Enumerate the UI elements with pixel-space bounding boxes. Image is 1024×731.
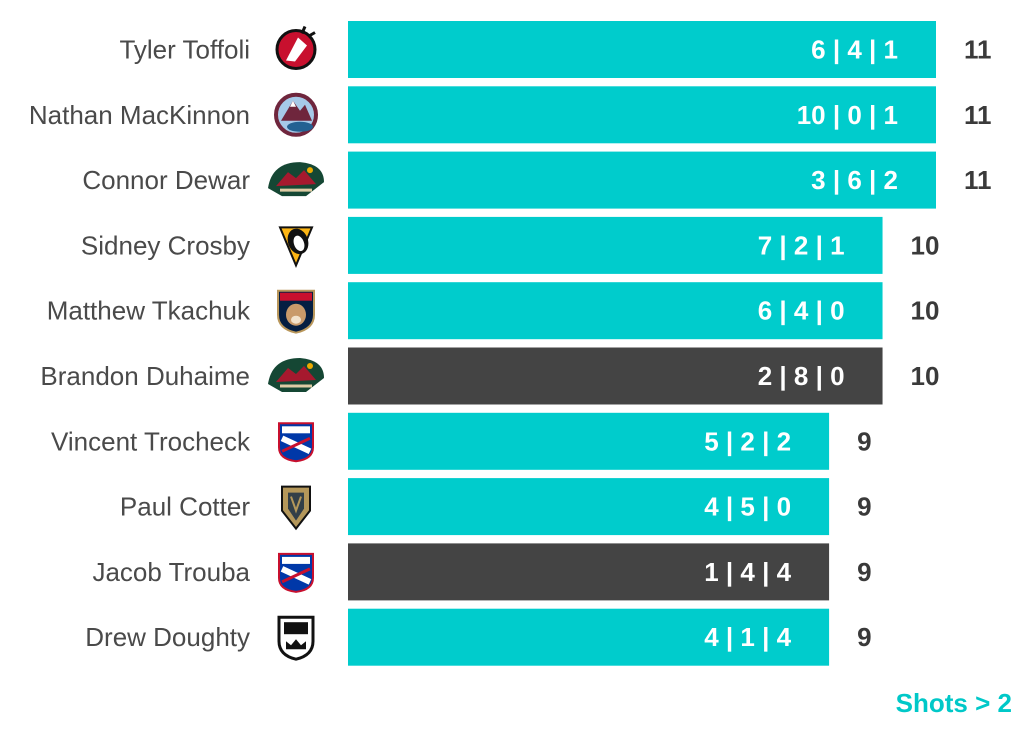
bar bbox=[348, 282, 883, 340]
player-name-label: Matthew Tkachuk bbox=[47, 296, 251, 326]
wild-logo-icon bbox=[268, 358, 324, 392]
player-name-label: Drew Doughty bbox=[85, 622, 250, 652]
bar bbox=[348, 86, 936, 144]
bar bbox=[348, 151, 936, 209]
breakdown-label: 4 | 5 | 0 bbox=[704, 492, 791, 522]
player-name-label: Connor Dewar bbox=[82, 165, 250, 195]
total-label: 11 bbox=[964, 165, 992, 195]
bar-row: Paul Cotter 4 | 5 | 0 9 bbox=[120, 478, 872, 536]
rangers-logo-icon bbox=[278, 422, 314, 463]
footnote: Shots > 2 bbox=[895, 688, 1012, 718]
bar bbox=[348, 216, 883, 274]
bar bbox=[348, 608, 830, 666]
player-name-label: Tyler Toffoli bbox=[119, 35, 250, 65]
kings-logo-icon bbox=[277, 615, 315, 661]
wild-logo-icon bbox=[268, 162, 324, 197]
bar bbox=[348, 412, 830, 470]
breakdown-label: 5 | 2 | 2 bbox=[704, 426, 791, 456]
player-name-label: Nathan MacKinnon bbox=[29, 100, 250, 130]
bar bbox=[348, 347, 883, 405]
player-name-label: Paul Cotter bbox=[120, 492, 250, 522]
player-name-label: Jacob Trouba bbox=[92, 557, 250, 587]
golden-knights-logo-icon bbox=[281, 485, 311, 531]
bar-row: Jacob Trouba 1 | 4 | 4 9 bbox=[92, 543, 872, 601]
bar-row: Matthew Tkachuk 6 | 4 | 0 10 bbox=[47, 282, 940, 340]
breakdown-label: 6 | 4 | 1 bbox=[811, 35, 898, 65]
total-label: 11 bbox=[964, 35, 992, 65]
player-name-label: Sidney Crosby bbox=[81, 230, 250, 260]
breakdown-label: 4 | 1 | 4 bbox=[704, 622, 791, 652]
total-label: 9 bbox=[857, 557, 871, 587]
bar-row: Connor Dewar 3 | 6 | 2 11 bbox=[82, 151, 992, 209]
total-label: 10 bbox=[911, 230, 940, 260]
devils-logo-icon bbox=[275, 25, 317, 70]
total-label: 10 bbox=[911, 361, 940, 391]
penguins-logo-icon bbox=[278, 226, 314, 268]
breakdown-label: 1 | 4 | 4 bbox=[704, 557, 791, 587]
breakdown-label: 10 | 0 | 1 bbox=[797, 100, 898, 130]
breakdown-label: 6 | 4 | 0 bbox=[758, 296, 845, 326]
player-name-label: Vincent Trocheck bbox=[51, 426, 251, 456]
total-label: 9 bbox=[857, 426, 871, 456]
bar-row: Drew Doughty 4 | 1 | 4 9 bbox=[85, 608, 872, 666]
bar bbox=[348, 478, 830, 536]
rangers-logo-icon bbox=[278, 552, 314, 593]
avalanche-logo-icon bbox=[274, 92, 318, 137]
breakdown-label: 7 | 2 | 1 bbox=[758, 230, 845, 260]
panthers-logo-icon bbox=[277, 289, 315, 334]
bar-row: Brandon Duhaime 2 | 8 | 0 10 bbox=[40, 347, 940, 405]
total-label: 9 bbox=[857, 492, 871, 522]
bar-row: Sidney Crosby 7 | 2 | 1 10 bbox=[81, 216, 940, 274]
total-label: 11 bbox=[964, 100, 992, 130]
breakdown-label: 3 | 6 | 2 bbox=[811, 165, 898, 195]
player-name-label: Brandon Duhaime bbox=[40, 361, 250, 391]
bar bbox=[348, 21, 936, 78]
bar bbox=[348, 543, 830, 601]
breakdown-label: 2 | 8 | 0 bbox=[758, 361, 845, 391]
bar-row: Tyler Toffoli 6 | 4 | 1 11 bbox=[119, 21, 992, 78]
total-label: 9 bbox=[857, 622, 871, 652]
bar-row: Vincent Trocheck 5 | 2 | 2 9 bbox=[51, 412, 872, 470]
bar-row: Nathan MacKinnon 10 | 0 | 1 11 bbox=[29, 86, 992, 144]
total-label: 10 bbox=[911, 296, 940, 326]
